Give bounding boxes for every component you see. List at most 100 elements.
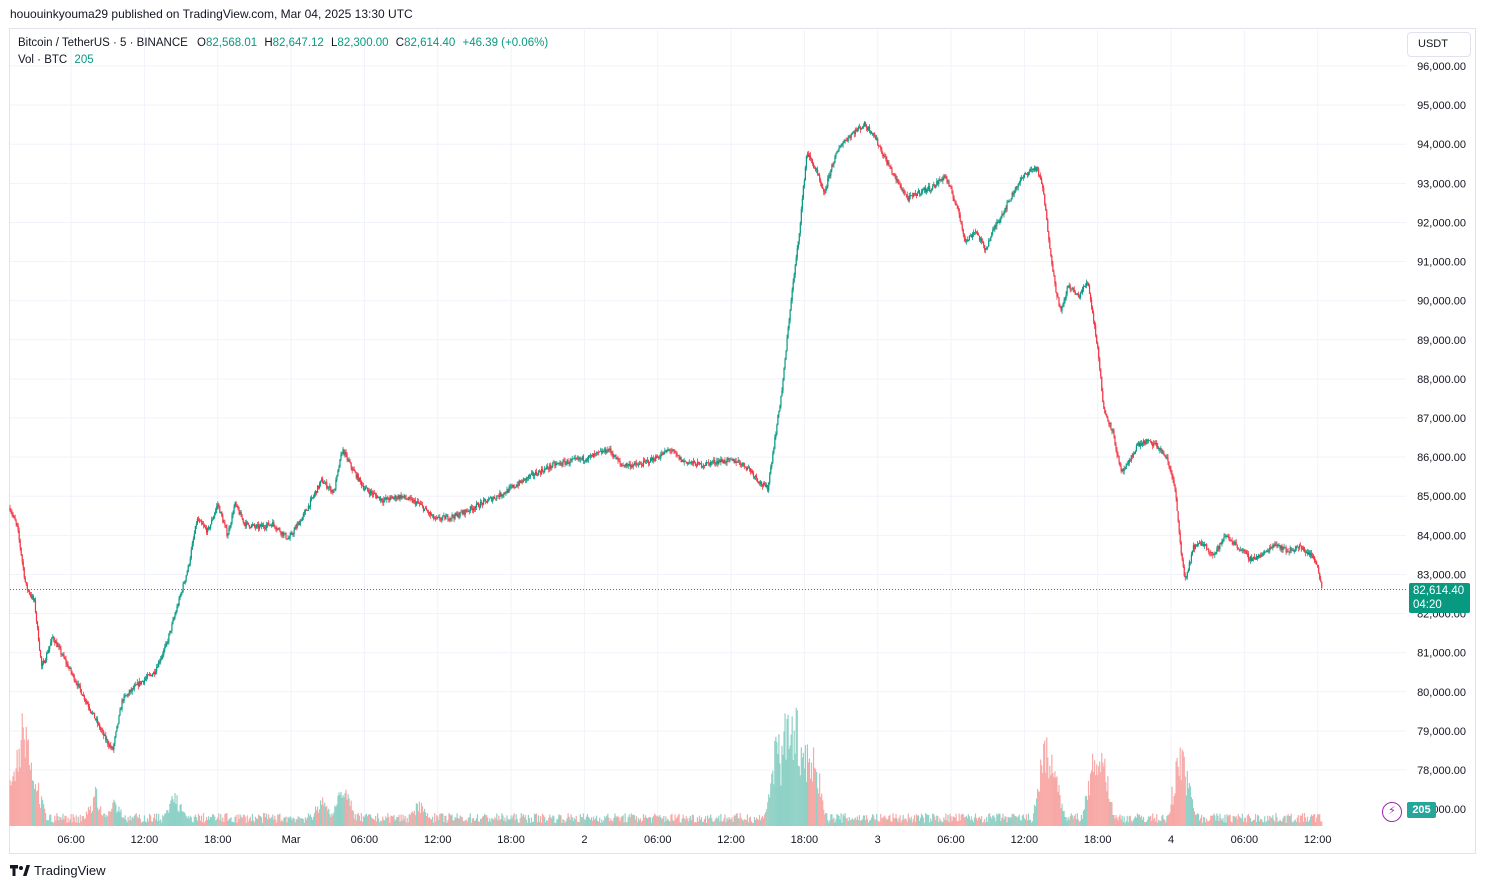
candle-body <box>1166 457 1168 459</box>
candle-body <box>60 648 62 655</box>
time-tick-label: Mar <box>282 834 301 846</box>
volume-bar <box>1161 816 1163 826</box>
candle-body <box>972 232 975 235</box>
volume-bar <box>207 816 210 826</box>
volume-bar <box>426 813 429 826</box>
candle-body <box>1111 429 1113 431</box>
volume-bar <box>1025 814 1027 826</box>
candle-body <box>1012 192 1014 195</box>
candle-body <box>1218 545 1220 549</box>
candle-body <box>156 667 158 672</box>
volume-bar <box>1303 813 1306 826</box>
volume-bar <box>704 816 707 826</box>
candle-body <box>504 492 506 494</box>
candle-body <box>671 450 673 452</box>
volume-bar <box>267 819 269 826</box>
candle-body <box>549 464 551 470</box>
candle-body <box>452 514 454 517</box>
volume-bar <box>1121 815 1123 826</box>
candle-body <box>820 180 822 184</box>
candle-body <box>881 149 883 154</box>
volume-bar <box>262 813 265 826</box>
volume-label[interactable]: Vol · BTC <box>18 54 68 66</box>
candle-body <box>1259 554 1261 556</box>
candle-body <box>323 483 325 484</box>
volume-bar <box>991 818 993 826</box>
volume-bar <box>1065 817 1067 826</box>
lightning-icon[interactable]: ⚡ <box>1382 802 1402 822</box>
volume-bar <box>99 808 101 826</box>
volume-bar <box>670 814 672 826</box>
candle-body <box>1076 293 1078 295</box>
volume-bar <box>28 764 30 826</box>
candle-body <box>923 187 926 190</box>
volume-bar <box>45 813 47 826</box>
price-tick-label: 86,000.00 <box>1417 452 1466 464</box>
volume-bar <box>1289 815 1291 826</box>
volume-bar <box>1307 821 1310 826</box>
price-axis: 78,000.0079,000.0080,000.0081,000.0082,0… <box>1417 61 1466 816</box>
volume-bar <box>152 817 155 826</box>
volume-bar <box>768 794 770 826</box>
candle-body <box>17 525 19 531</box>
candle-body <box>71 672 73 675</box>
candle-body <box>697 461 700 463</box>
volume-bar <box>1040 759 1042 826</box>
candle-body <box>758 482 761 484</box>
candle-body <box>971 234 974 238</box>
candle-body <box>556 463 558 465</box>
volume-bar <box>1241 813 1243 826</box>
volume-bar <box>159 820 161 826</box>
candle-body <box>53 636 55 641</box>
candle-body <box>176 606 178 612</box>
time-tick-label: 12:00 <box>717 834 745 846</box>
volume-bar <box>19 767 21 826</box>
volume-bar <box>627 817 629 826</box>
candle-body <box>291 532 293 535</box>
candle-body <box>1159 448 1161 451</box>
candle-body <box>1191 550 1194 555</box>
price-tick-label: 91,000.00 <box>1417 257 1466 269</box>
volume-bar <box>65 815 67 826</box>
volume-bar <box>192 822 194 826</box>
candle-body <box>489 498 491 500</box>
candle-body <box>624 465 626 467</box>
candle-body <box>334 488 336 491</box>
volume-bar <box>1285 822 1287 826</box>
candle-body <box>1030 169 1033 171</box>
candle-body <box>588 455 591 457</box>
candle-body <box>797 241 799 249</box>
candle-body <box>402 496 404 497</box>
symbol-title[interactable]: Bitcoin / TetherUS · 5 · BINANCE <box>18 37 188 49</box>
volume-bar <box>607 813 609 826</box>
volume-bar <box>1111 802 1113 826</box>
candle-body <box>1253 556 1256 560</box>
candle-body <box>456 513 458 516</box>
volume-bar <box>162 815 164 826</box>
volume-bar <box>855 819 857 826</box>
candle-body <box>1181 553 1183 560</box>
candle-body <box>1172 476 1174 480</box>
candle-body <box>413 500 415 501</box>
candle-body <box>491 497 493 502</box>
candle-body <box>1187 569 1189 573</box>
volume-bar <box>1171 786 1173 826</box>
volume-bar <box>458 818 460 826</box>
currency-unit-button[interactable]: USDT <box>1407 32 1471 57</box>
candle-body <box>227 534 229 536</box>
last-price-badge: 82,614.40 04:20 <box>1409 583 1470 613</box>
candle-body <box>1033 167 1036 170</box>
volume-bar <box>1263 822 1265 826</box>
volume-bar <box>535 813 538 826</box>
candle-body <box>651 457 653 461</box>
tradingview-brand[interactable]: TradingView <box>10 863 106 878</box>
volume-bar <box>268 814 270 826</box>
candle-body <box>908 195 910 201</box>
candle-body <box>161 656 163 659</box>
candle-body <box>294 526 296 530</box>
low-value: 82,300.00 <box>337 37 389 49</box>
volume-bar <box>547 821 549 826</box>
candle-body <box>390 496 392 498</box>
volume-bar <box>1088 795 1091 826</box>
